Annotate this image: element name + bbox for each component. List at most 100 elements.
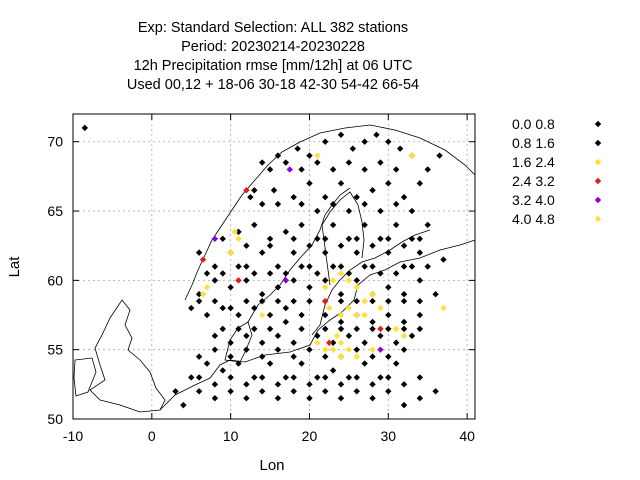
data-point bbox=[377, 332, 384, 340]
data-point bbox=[203, 270, 211, 277]
data-point bbox=[361, 339, 368, 346]
data-point bbox=[337, 311, 345, 319]
legend-marker bbox=[594, 196, 602, 204]
data-point bbox=[235, 360, 242, 367]
data-point bbox=[211, 395, 219, 402]
data-point bbox=[440, 256, 447, 263]
data-point bbox=[337, 263, 345, 270]
data-point bbox=[369, 325, 376, 333]
data-point bbox=[306, 152, 313, 159]
data-point bbox=[361, 360, 368, 367]
x-tick-label: 30 bbox=[381, 428, 397, 444]
data-point bbox=[251, 221, 258, 229]
data-point bbox=[353, 346, 360, 353]
data-point bbox=[199, 256, 207, 263]
data-point bbox=[385, 374, 392, 381]
data-point bbox=[322, 193, 329, 201]
data-point bbox=[369, 291, 376, 298]
data-point bbox=[243, 263, 250, 270]
data-point bbox=[345, 270, 353, 277]
data-point bbox=[274, 332, 282, 340]
data-point bbox=[258, 388, 266, 395]
data-point bbox=[298, 263, 305, 270]
data-point bbox=[290, 374, 297, 381]
chart-title: Exp: Standard Selection: ALL 382 station… bbox=[127, 20, 419, 93]
data-point bbox=[392, 270, 400, 277]
data-point bbox=[235, 325, 242, 333]
data-point bbox=[337, 318, 345, 326]
data-point bbox=[258, 249, 266, 256]
data-point bbox=[306, 263, 313, 270]
data-point bbox=[298, 360, 305, 367]
data-point bbox=[337, 242, 345, 249]
legend-marker bbox=[594, 177, 602, 185]
data-point bbox=[345, 374, 353, 381]
data-point bbox=[416, 180, 424, 187]
data-point bbox=[385, 235, 392, 242]
data-point bbox=[392, 200, 400, 208]
data-point bbox=[314, 207, 321, 215]
data-point bbox=[235, 263, 242, 270]
data-point bbox=[361, 221, 368, 229]
coastline-denmark bbox=[224, 321, 253, 363]
data-point bbox=[211, 263, 219, 270]
data-point bbox=[329, 221, 337, 229]
data-point bbox=[400, 346, 408, 353]
data-point bbox=[416, 311, 424, 319]
y-tick-label: 65 bbox=[47, 203, 63, 219]
data-point bbox=[400, 297, 408, 305]
data-point bbox=[81, 124, 89, 132]
data-point bbox=[243, 297, 250, 305]
data-point bbox=[188, 304, 195, 312]
data-point bbox=[266, 311, 274, 319]
data-point bbox=[329, 166, 337, 173]
data-point bbox=[329, 346, 337, 353]
data-point bbox=[243, 381, 250, 388]
data-point bbox=[306, 242, 313, 249]
data-point bbox=[251, 325, 258, 333]
data-point bbox=[314, 152, 321, 159]
plot-frame bbox=[72, 113, 476, 420]
data-point bbox=[290, 388, 297, 395]
data-point bbox=[270, 187, 278, 194]
data-point bbox=[322, 388, 329, 395]
data-point bbox=[219, 304, 226, 312]
data-point bbox=[322, 311, 329, 319]
x-tick-label: 20 bbox=[302, 428, 318, 444]
data-point bbox=[286, 166, 293, 173]
data-point bbox=[361, 166, 368, 173]
data-point bbox=[322, 284, 329, 291]
legend-marker bbox=[594, 139, 602, 147]
data-point bbox=[337, 395, 345, 402]
data-point bbox=[258, 339, 266, 346]
data-point bbox=[353, 353, 360, 360]
data-point bbox=[211, 277, 219, 284]
data-point bbox=[231, 228, 238, 236]
data-point bbox=[385, 311, 392, 319]
data-point bbox=[353, 325, 360, 333]
data-point bbox=[298, 221, 305, 229]
data-point bbox=[314, 159, 321, 166]
data-point bbox=[329, 339, 337, 346]
data-point bbox=[258, 297, 266, 305]
data-point bbox=[392, 339, 400, 346]
data-point bbox=[266, 235, 274, 242]
data-point bbox=[306, 395, 313, 402]
data-point bbox=[274, 200, 282, 208]
data-point bbox=[274, 297, 282, 305]
data-point bbox=[266, 270, 274, 277]
data-point bbox=[337, 339, 345, 346]
data-point bbox=[282, 270, 290, 277]
coastline-continent bbox=[159, 239, 476, 411]
data-point bbox=[298, 200, 305, 208]
legend-label: 0.8 1.6 bbox=[512, 135, 555, 151]
data-point bbox=[353, 388, 360, 395]
x-axis-label: Lon bbox=[259, 457, 284, 474]
data-point bbox=[377, 159, 384, 166]
data-point bbox=[416, 374, 424, 381]
data-point bbox=[227, 284, 234, 291]
data-point bbox=[377, 346, 384, 353]
data-point bbox=[416, 325, 424, 333]
data-point bbox=[369, 242, 376, 249]
data-point bbox=[337, 291, 345, 298]
